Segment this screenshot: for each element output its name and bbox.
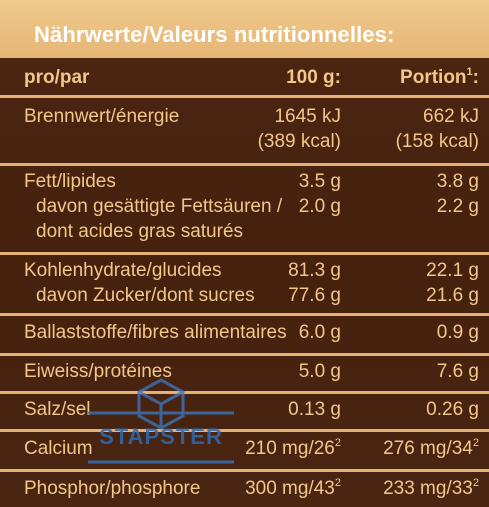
satfat-100g: 2.0 g <box>298 196 341 217</box>
protein-100g: 5.0 g <box>298 361 341 382</box>
salt-portion: 0.26 g <box>426 399 479 420</box>
phosphor-portion: 233 mg/332 <box>383 477 479 500</box>
calcium-label: Calcium <box>24 438 93 459</box>
carbs-label: Kohlenhydrate/glucides <box>24 260 222 281</box>
protein-portion: 7.6 g <box>436 361 479 382</box>
calcium-100g: 210 mg/262 <box>245 437 341 460</box>
header-col-portion: Portion1: <box>400 66 479 89</box>
header-label: pro/par <box>24 67 90 88</box>
phosphor-label: Phosphor/phosphore <box>24 478 201 499</box>
carbs-portion: 22.1 g <box>426 260 479 281</box>
carbs-100g: 81.3 g <box>288 260 341 281</box>
title-bar <box>0 0 489 58</box>
sugar-portion: 21.6 g <box>426 285 479 306</box>
fat-portion: 3.8 g <box>436 171 479 192</box>
separator <box>0 353 489 356</box>
footnote-marker: 1 <box>466 66 473 78</box>
satfat-portion: 2.2 g <box>436 196 479 217</box>
fibre-portion: 0.9 g <box>436 322 479 343</box>
separator <box>0 252 489 255</box>
separator <box>0 313 489 316</box>
separator <box>0 469 489 472</box>
fibre-label: Ballaststoffe/fibres alimentaires <box>24 322 287 343</box>
separator <box>0 95 489 98</box>
separator <box>0 163 489 166</box>
fat-label: Fett/lipides <box>24 171 116 192</box>
calcium-portion: 276 mg/342 <box>383 437 479 460</box>
panel-title: Nährwerte/Valeurs nutritionnelles: <box>34 22 395 47</box>
header-col-100g: 100 g: <box>286 67 341 88</box>
energy-portion-kj: 662 kJ <box>423 106 479 127</box>
fibre-100g: 6.0 g <box>298 322 341 343</box>
separator <box>0 391 489 394</box>
satfat-label-de: davon gesättigte Fettsäuren / <box>36 196 283 217</box>
watermark-text: STAPSTER <box>99 424 223 449</box>
protein-label: Eiweiss/protéines <box>24 361 172 382</box>
energy-100g-kcal: (389 kcal) <box>257 131 341 152</box>
fat-100g: 3.5 g <box>298 171 341 192</box>
energy-label: Brennwert/énergie <box>24 106 180 127</box>
energy-portion-kcal: (158 kcal) <box>395 131 479 152</box>
watermark-logo-icon <box>88 378 234 464</box>
phosphor-100g: 300 mg/432 <box>245 477 341 500</box>
energy-100g-kj: 1645 kJ <box>274 106 341 127</box>
salt-label: Salz/sel <box>24 399 91 420</box>
satfat-label-fr: dont acides gras saturés <box>36 221 244 242</box>
sugar-100g: 77.6 g <box>288 285 341 306</box>
sugar-label: davon Zucker/dont sucres <box>36 285 255 306</box>
salt-100g: 0.13 g <box>288 399 341 420</box>
separator <box>0 429 489 432</box>
